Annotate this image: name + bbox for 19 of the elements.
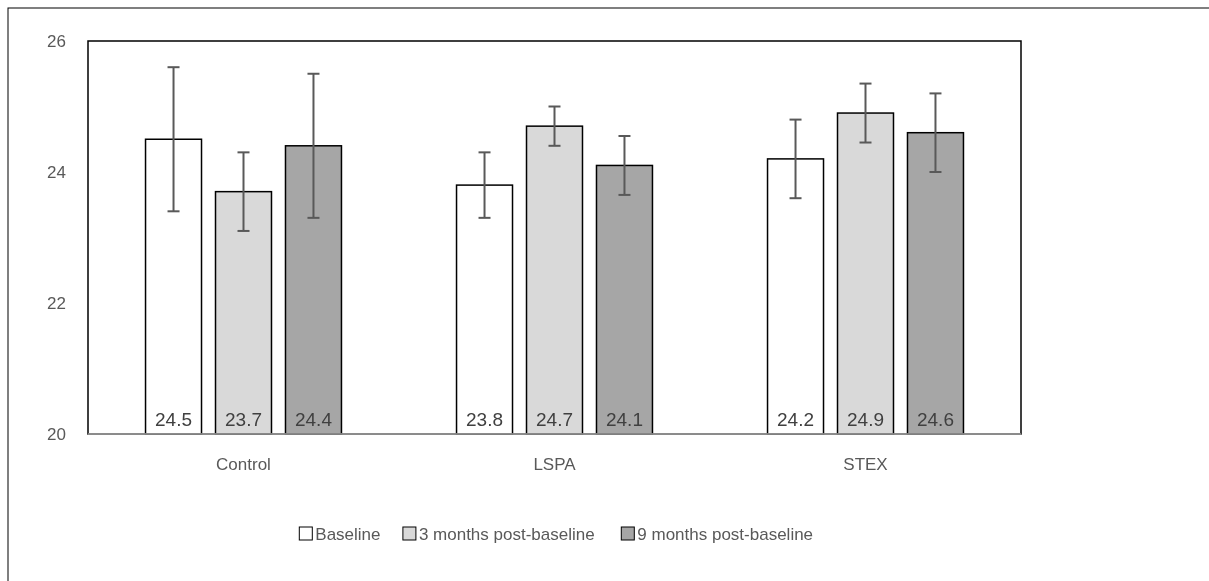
data-label: 24.7 <box>536 409 573 430</box>
y-tick-label: 26 <box>47 31 66 51</box>
data-label: 23.8 <box>466 409 504 430</box>
y-tick-label: 22 <box>47 293 66 313</box>
legend-label: 3 months post-baseline <box>418 524 595 544</box>
data-label: 24.5 <box>155 409 193 430</box>
x-tick-label: STEX <box>843 455 888 474</box>
legend-label: 9 months post-baseline <box>637 524 814 544</box>
data-label: 24.9 <box>847 409 884 430</box>
y-tick-label: 24 <box>47 162 66 182</box>
data-label: 24.4 <box>294 409 333 430</box>
data-label: 24.2 <box>777 409 815 430</box>
data-label: 23.7 <box>225 409 262 430</box>
y-tick-label: 20 <box>47 424 66 444</box>
x-tick-label: Control <box>216 455 271 474</box>
data-label: 24.1 <box>605 409 643 430</box>
x-tick-label: LSPA <box>533 455 577 474</box>
legend-label: Baseline <box>315 524 381 544</box>
data-label: 24.6 <box>916 409 954 430</box>
